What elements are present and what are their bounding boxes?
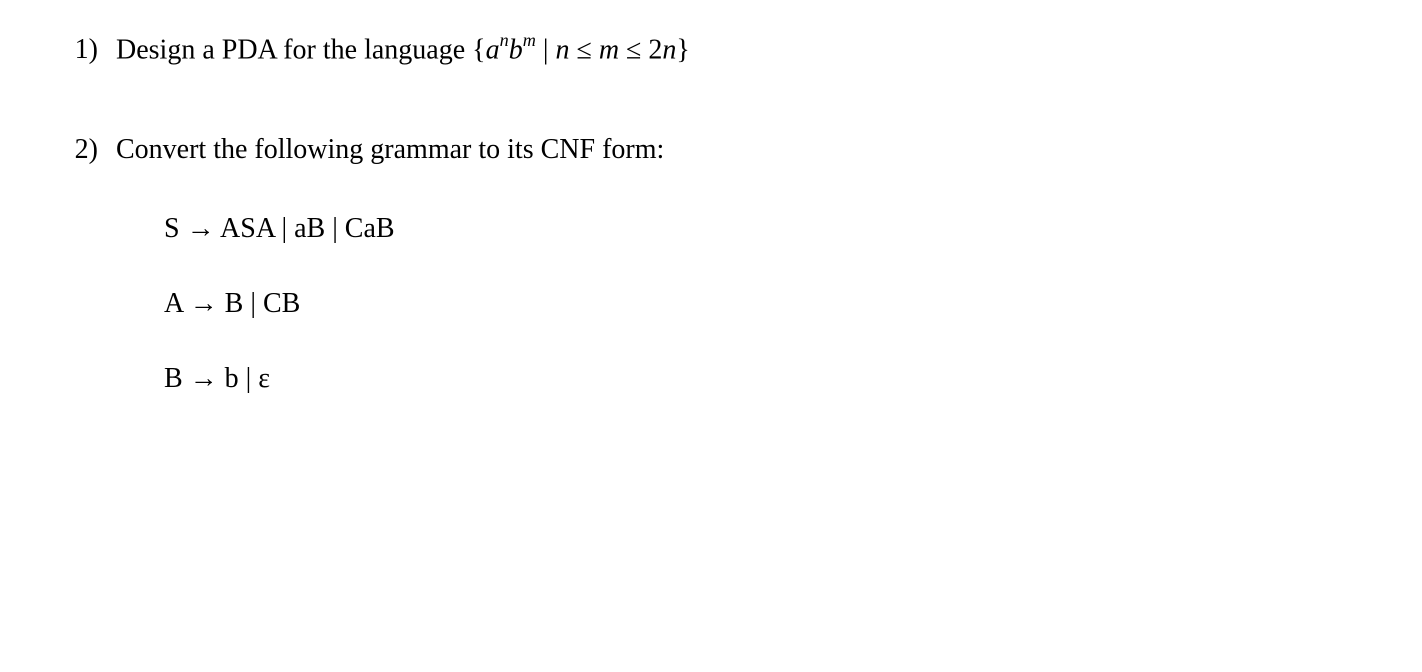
two: 2 xyxy=(648,34,662,65)
problem-1-number: 1) xyxy=(60,30,116,69)
problem-1-prompt: Design a PDA for the language xyxy=(116,34,472,65)
problem-2-prompt: Convert the following grammar to its CNF… xyxy=(116,130,1362,169)
bar: | xyxy=(536,34,556,65)
rule-2: A → B | CB xyxy=(164,284,1362,323)
exp-m: m xyxy=(523,30,536,50)
rule-3: B → b | ε xyxy=(164,359,1362,398)
set-open: { xyxy=(472,34,485,65)
cond-m: m xyxy=(599,34,619,65)
exp-n: n xyxy=(500,30,509,50)
problem-1-body: Design a PDA for the language {anbm | n … xyxy=(116,30,1362,70)
problem-2: 2) Convert the following grammar to its … xyxy=(60,130,1362,435)
problem-2-number: 2) xyxy=(60,130,116,169)
sym-b: b xyxy=(509,34,523,65)
cond-n2: n xyxy=(662,34,676,65)
rule-1: S → ASA | aB | CaB xyxy=(164,209,1362,248)
grammar-rules: S → ASA | aB | CaB A → B | CB B → b | ε xyxy=(116,209,1362,399)
sym-a: a xyxy=(486,34,500,65)
problem-1: 1) Design a PDA for the language {anbm |… xyxy=(60,30,1362,70)
leq-2: ≤ xyxy=(619,34,648,65)
cond-n: n xyxy=(555,34,569,65)
problem-2-body: Convert the following grammar to its CNF… xyxy=(116,130,1362,435)
set-close: } xyxy=(676,34,689,65)
leq-1: ≤ xyxy=(569,34,598,65)
